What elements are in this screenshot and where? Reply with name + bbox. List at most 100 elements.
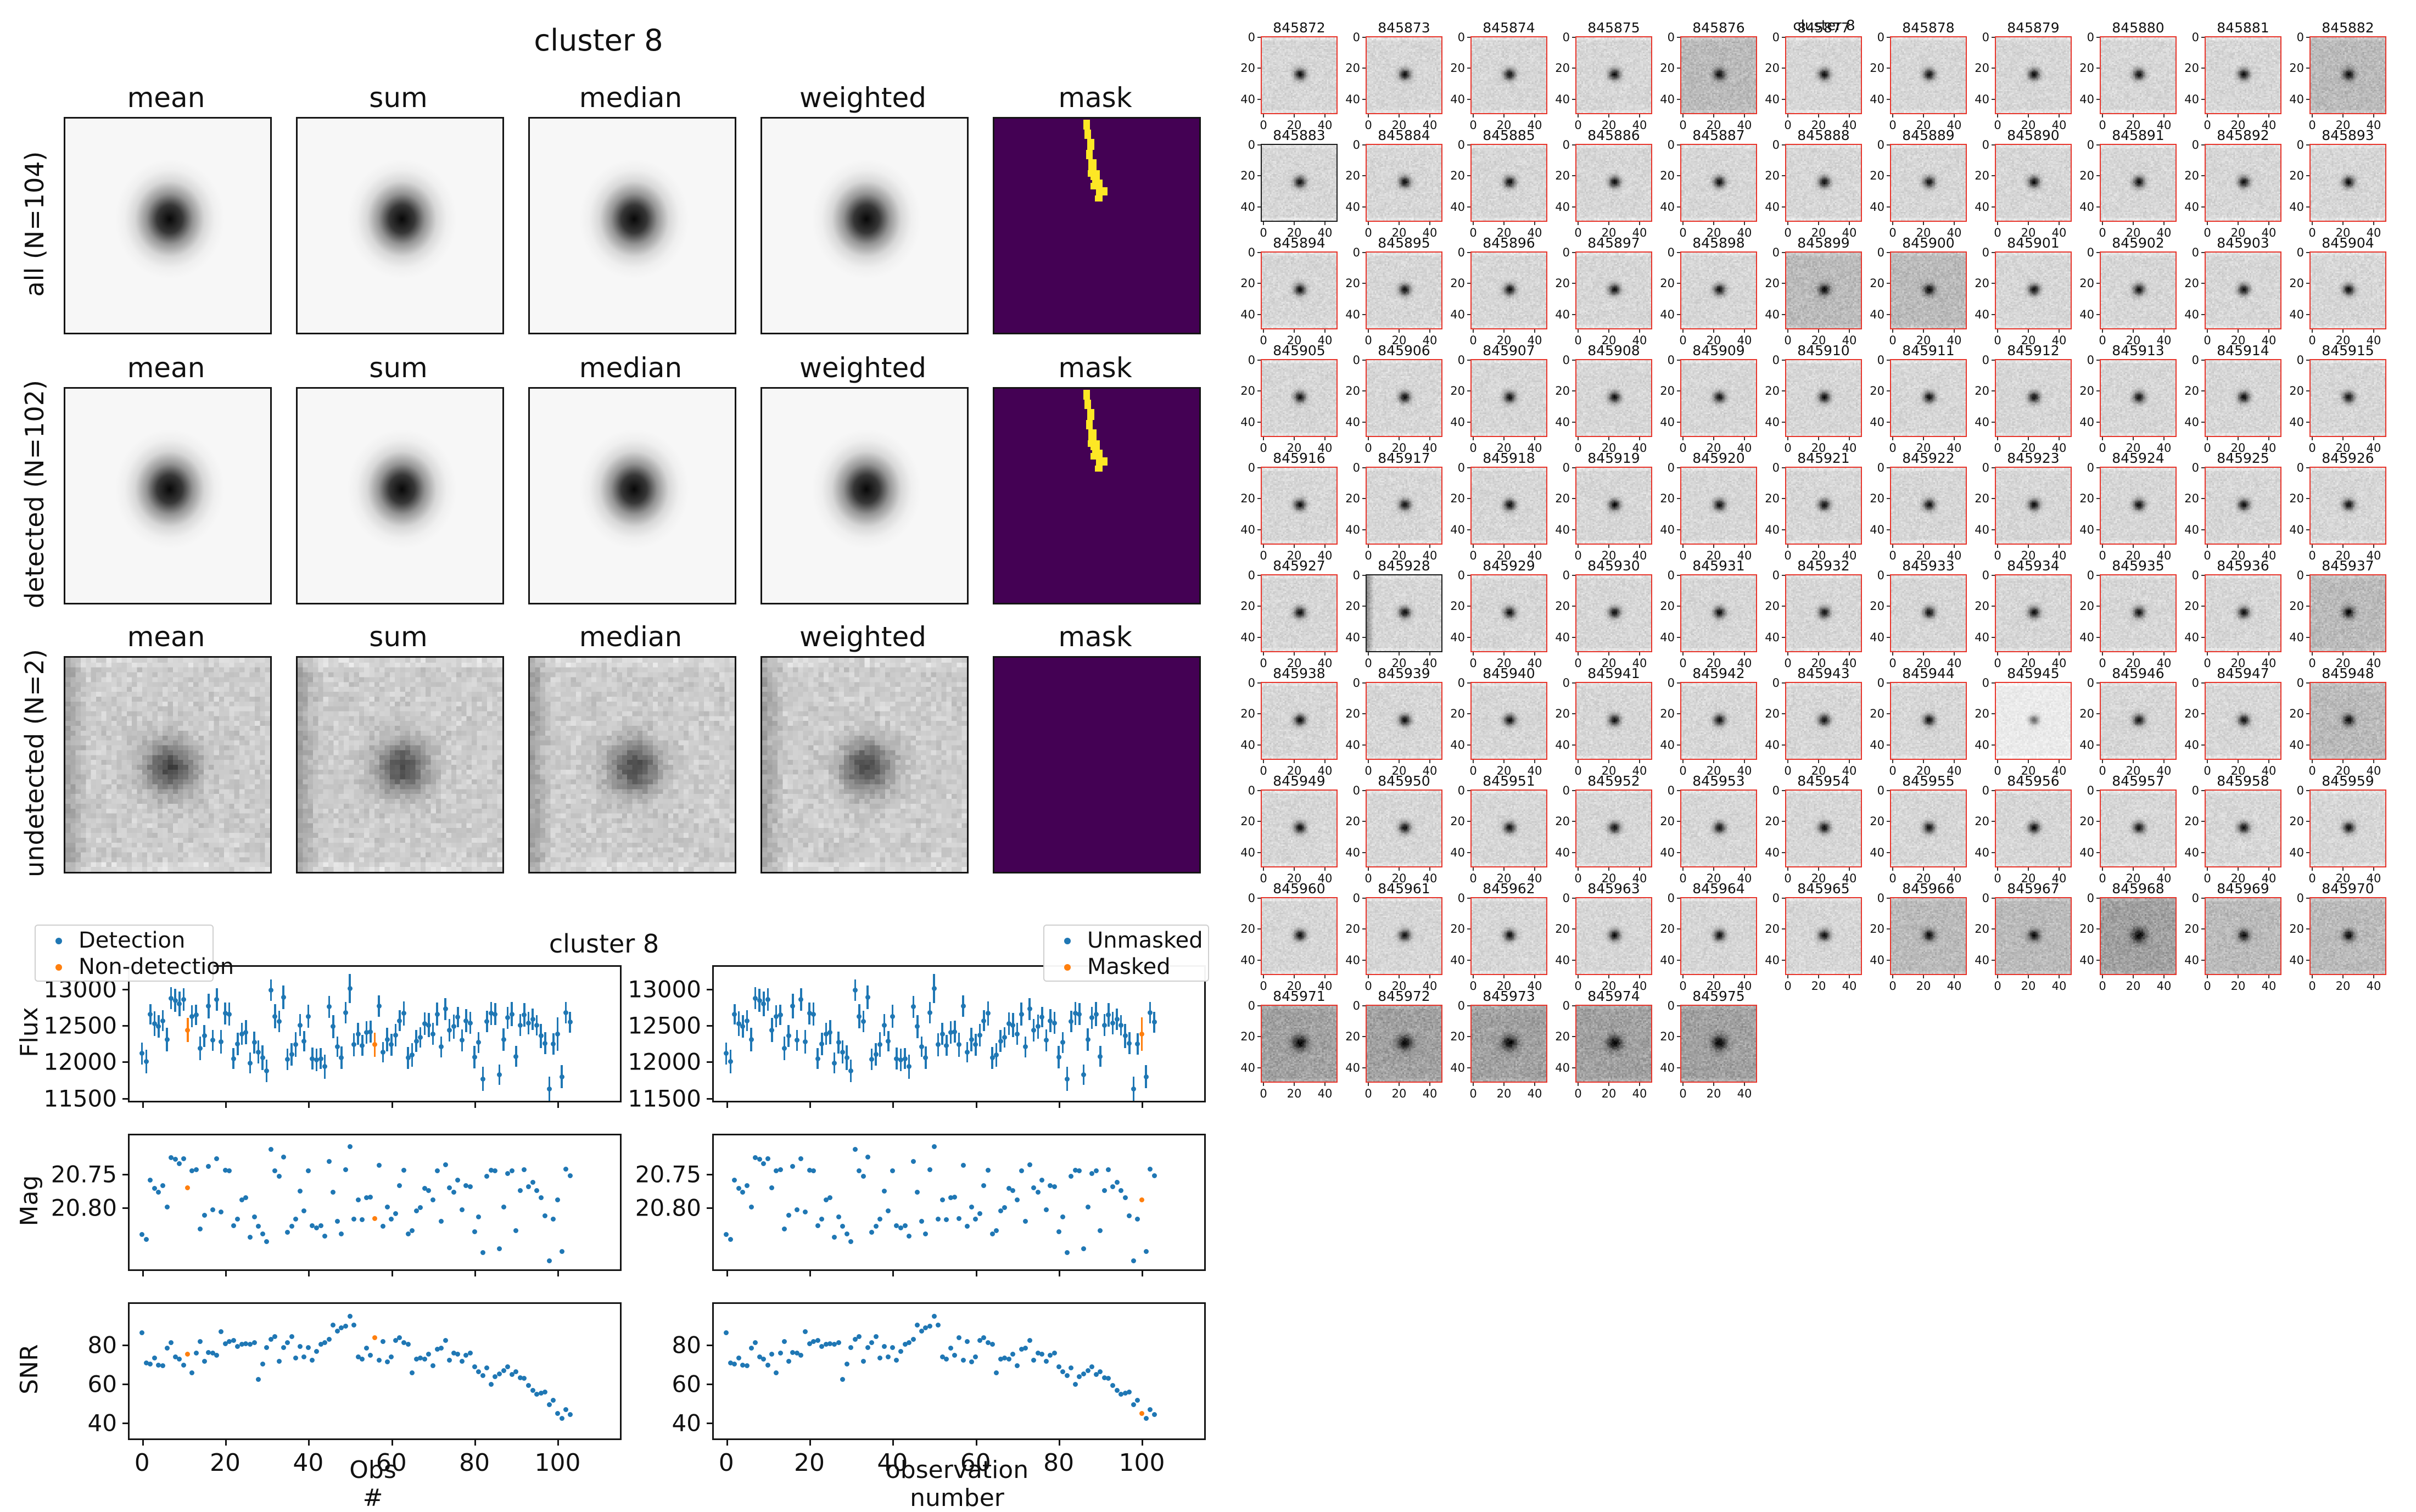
stamp-y-tick bbox=[1572, 37, 1575, 38]
stamp-845928: 845928 0 20 40 0 20 40 bbox=[1341, 556, 1445, 670]
stamp-x-tick-label: 0 bbox=[1784, 549, 1792, 562]
data-point bbox=[310, 1357, 315, 1363]
data-point bbox=[555, 1197, 560, 1202]
noisy-stack-image bbox=[762, 658, 967, 872]
stamp-y-tick-label: 20 bbox=[2079, 600, 2094, 613]
stamp-image-frame bbox=[2205, 359, 2281, 437]
stamp-x-tick bbox=[1818, 545, 1819, 548]
stamp-y-tick bbox=[2096, 252, 2100, 253]
stamp-id-title: 845886 bbox=[1587, 127, 1640, 143]
stamp-y-tick bbox=[1257, 1036, 1261, 1037]
stamp-x-tick bbox=[1324, 437, 1326, 440]
stamp-image-frame bbox=[1995, 574, 2072, 652]
stamp-image-frame bbox=[1995, 251, 2072, 329]
stamp-x-tick-label: 0 bbox=[2204, 764, 2211, 777]
data-point bbox=[497, 1371, 502, 1376]
stamp-x-tick bbox=[1294, 545, 1295, 548]
data-point bbox=[998, 1208, 1003, 1214]
stamp-y-tick bbox=[1782, 68, 1785, 69]
figure-title: cluster 8 bbox=[1793, 18, 1855, 34]
data-point bbox=[384, 1359, 390, 1365]
stamp-x-tick bbox=[1713, 652, 1714, 656]
stamp-y-tick bbox=[1992, 99, 1995, 100]
data-point bbox=[488, 1011, 494, 1016]
stamp-image-frame bbox=[2309, 467, 2386, 545]
stamp-y-tick bbox=[1782, 175, 1785, 176]
y-tick-label: 40 bbox=[87, 1409, 117, 1437]
stamp-cutout-image bbox=[1786, 898, 1861, 974]
stamp-y-tick-label: 40 bbox=[1765, 308, 1780, 321]
stamp-x-tick-label: 20 bbox=[1601, 119, 1617, 132]
data-point bbox=[923, 1231, 929, 1236]
stamp-x-tick bbox=[2373, 437, 2374, 440]
stamp-y-tick-label: 0 bbox=[2087, 354, 2094, 367]
stamp-cutout-image bbox=[1367, 898, 1441, 974]
stamp-y-tick bbox=[1362, 637, 1366, 638]
stamp-cutout-image bbox=[1367, 1006, 1441, 1082]
stamp-y-tick-label: 0 bbox=[1772, 892, 1780, 905]
stamp-x-tick bbox=[1503, 437, 1505, 440]
stamp-y-tick-label: 20 bbox=[1240, 707, 1255, 720]
stamp-x-tick-label: 20 bbox=[2126, 226, 2141, 239]
stamp-id-title: 845880 bbox=[2112, 20, 2165, 36]
data-point bbox=[343, 1323, 349, 1329]
data-point bbox=[769, 1185, 775, 1190]
data-point bbox=[857, 1334, 862, 1340]
stamp-image-frame bbox=[1470, 682, 1547, 760]
data-point bbox=[894, 1056, 899, 1061]
stamp-y-tick-label: 20 bbox=[1555, 707, 1570, 720]
x-tick-mark bbox=[892, 1101, 894, 1108]
stamp-id-title: 845914 bbox=[2217, 343, 2269, 359]
stamp-image-frame bbox=[2205, 682, 2281, 760]
stamp-x-tick-label: 0 bbox=[1679, 226, 1687, 239]
stamp-y-tick-label: 40 bbox=[2184, 200, 2199, 214]
stamp-x-tick bbox=[1954, 545, 1955, 548]
stamp-y-tick bbox=[2306, 529, 2309, 530]
stamp-y-tick-label: 0 bbox=[1562, 354, 1570, 367]
stamp-x-tick bbox=[2059, 545, 2060, 548]
stamp-x-tick-label: 20 bbox=[2126, 657, 2141, 670]
stamp-y-tick-label: 40 bbox=[1240, 523, 1255, 536]
data-point bbox=[139, 1330, 145, 1336]
stamp-y-tick bbox=[1467, 898, 1470, 899]
stamp-image-frame bbox=[1366, 574, 1442, 652]
stamp-id-title: 845920 bbox=[1692, 450, 1745, 466]
flux-plot-right bbox=[712, 965, 1206, 1102]
data-point bbox=[745, 1183, 750, 1188]
column-title-weighted: weighted bbox=[799, 352, 927, 384]
stamp-845929: 845929 0 20 40 0 20 40 bbox=[1446, 556, 1550, 670]
data-point bbox=[289, 1051, 294, 1057]
stamp-y-tick-label: 40 bbox=[1555, 738, 1570, 752]
stamp-y-tick-label: 0 bbox=[1772, 138, 1780, 152]
stamp-cutout-image bbox=[1681, 683, 1756, 759]
stamp-cutout-image bbox=[1367, 145, 1441, 221]
x-tick-mark bbox=[391, 1438, 393, 1446]
stamp-y-tick-label: 0 bbox=[1982, 354, 1989, 367]
stamp-y-tick bbox=[2306, 898, 2309, 899]
stamp-id-title: 845954 bbox=[1797, 773, 1850, 789]
stamp-image-frame bbox=[1785, 144, 1862, 222]
stamp-id-title: 845932 bbox=[1797, 558, 1850, 574]
data-point bbox=[1101, 1188, 1107, 1193]
stamp-y-tick bbox=[2306, 852, 2309, 853]
stamp-y-tick bbox=[2096, 37, 2100, 38]
panel-median-row1 bbox=[528, 117, 736, 334]
stamp-845873: 845873 0 20 40 0 20 40 bbox=[1341, 18, 1445, 132]
stamp-y-tick-label: 0 bbox=[1248, 569, 1255, 582]
stamp-y-tick bbox=[1467, 1067, 1470, 1068]
stamp-x-tick-label: 40 bbox=[1632, 657, 1647, 670]
data-point bbox=[418, 1035, 423, 1040]
stamp-x-tick bbox=[1263, 437, 1264, 440]
stamp-y-tick-label: 0 bbox=[2296, 246, 2304, 259]
stamp-y-tick-label: 20 bbox=[1240, 1030, 1255, 1043]
stamp-x-tick-label: 20 bbox=[1706, 764, 1721, 777]
stamp-image-frame bbox=[1470, 251, 1547, 329]
data-point bbox=[426, 1022, 432, 1028]
data-point bbox=[981, 1018, 987, 1023]
data-point bbox=[360, 1356, 365, 1362]
stamp-y-tick-label: 20 bbox=[2079, 384, 2094, 397]
panel-weighted-row3 bbox=[760, 656, 969, 873]
stamp-x-tick bbox=[1534, 760, 1535, 763]
stamp-y-tick-label: 40 bbox=[1870, 200, 1884, 214]
data-point bbox=[543, 1213, 548, 1218]
